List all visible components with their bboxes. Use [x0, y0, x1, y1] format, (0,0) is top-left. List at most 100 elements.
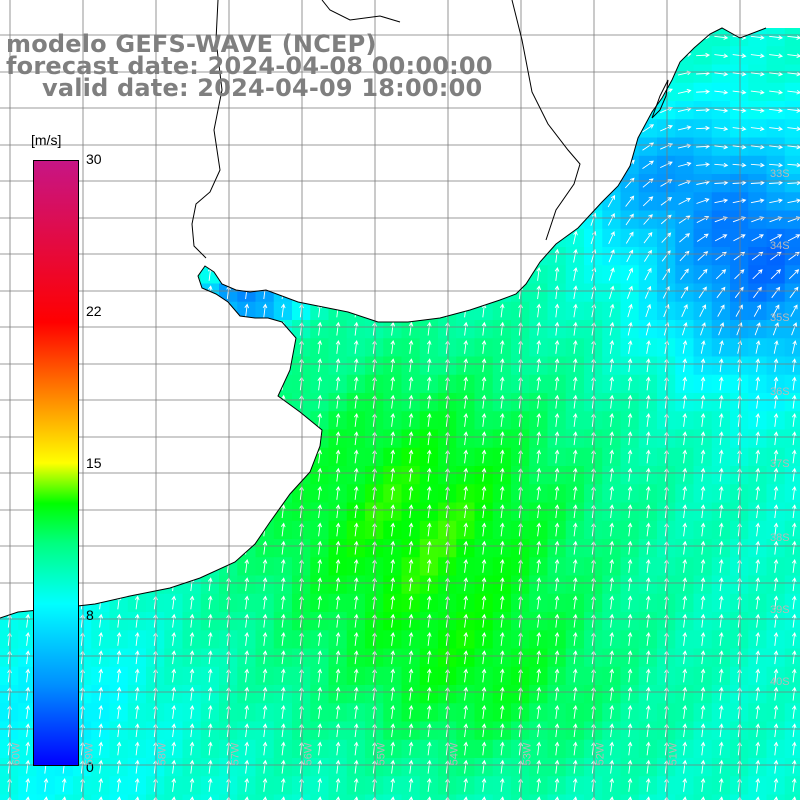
wind-arrow — [590, 230, 597, 245]
wind-speed-cell — [200, 502, 220, 522]
wind-arrow — [696, 233, 709, 242]
wind-speed-cell — [109, 520, 129, 540]
wind-arrow — [299, 449, 304, 464]
wind-arrow — [481, 376, 487, 391]
wind-arrow — [299, 139, 304, 154]
wind-arrow — [408, 485, 414, 500]
wind-speed-cell — [456, 137, 476, 157]
wind-speed-cell — [784, 466, 800, 485]
wind-arrow — [572, 66, 578, 81]
wind-arrow — [25, 704, 31, 719]
wind-speed-cell — [401, 247, 421, 266]
wind-arrow — [572, 139, 578, 154]
wind-arrow — [518, 193, 523, 208]
wind-arrow — [25, 595, 31, 610]
wind-arrow — [317, 613, 323, 628]
wind-arrow — [116, 358, 122, 373]
wind-speed-cell — [383, 192, 403, 212]
wind-arrow — [171, 741, 177, 756]
wind-arrow — [772, 304, 780, 317]
wind-speed-cell — [237, 210, 257, 230]
wind-arrow — [645, 303, 652, 318]
wind-arrow — [372, 120, 377, 135]
wind-arrow — [25, 157, 31, 172]
wind-arrow — [408, 686, 414, 701]
wind-speed-cell — [164, 502, 184, 522]
wind-arrow — [791, 449, 797, 464]
wind-arrow — [554, 29, 560, 44]
wind-speed-cell — [127, 447, 147, 467]
wind-arrow — [153, 120, 158, 135]
wind-arrow — [207, 303, 213, 318]
wind-speed-cell — [511, 46, 530, 66]
wind-arrow — [463, 248, 469, 263]
wind-arrow — [189, 485, 195, 500]
wind-arrow — [116, 102, 122, 117]
wind-arrow — [773, 668, 779, 683]
wind-arrow — [98, 285, 104, 300]
wind-speed-cell — [127, 155, 147, 175]
wind-arrow — [536, 613, 542, 628]
wind-arrow — [80, 193, 85, 208]
wind-arrow — [171, 358, 177, 373]
wind-arrow — [645, 522, 651, 537]
wind-arrow — [463, 175, 469, 190]
wind-arrow — [134, 412, 140, 427]
wind-speed-cell — [438, 265, 457, 285]
wind-arrow — [642, 69, 655, 78]
wind-arrow — [262, 321, 268, 336]
wind-arrow — [207, 686, 213, 701]
wind-arrow — [682, 613, 688, 628]
wind-speed-cell — [255, 429, 275, 449]
wind-arrow — [153, 102, 158, 117]
wind-arrow — [244, 759, 250, 774]
wind-speed-cell — [292, 210, 311, 230]
wind-arrow — [207, 540, 213, 555]
wind-arrow — [262, 248, 268, 263]
wind-arrow — [536, 66, 542, 81]
wind-arrow — [607, 140, 616, 153]
wind-speed-cell — [511, 155, 530, 175]
wind-speed-cell — [73, 119, 92, 139]
wind-speed-cell — [419, 174, 439, 193]
wind-arrow — [609, 723, 615, 738]
wind-arrow — [697, 268, 708, 280]
wind-arrow — [7, 540, 12, 555]
wind-arrow — [116, 230, 122, 245]
wind-speed-cell — [784, 484, 800, 504]
wind-arrow — [755, 650, 761, 665]
wind-arrow — [372, 102, 377, 117]
wind-arrow — [536, 431, 542, 446]
wind-arrow — [207, 412, 213, 427]
wind-arrow — [609, 522, 615, 537]
wind-arrow — [207, 485, 213, 500]
wind-speed-cell — [182, 484, 202, 504]
wind-speed-cell — [365, 301, 384, 321]
wind-arrow — [589, 158, 597, 171]
wind-arrow — [572, 522, 578, 537]
wind-arrow — [335, 358, 341, 373]
wind-arrow — [627, 449, 633, 464]
wind-arrow — [317, 321, 323, 336]
wind-speed-cell — [438, 101, 457, 120]
wind-arrow — [353, 394, 359, 409]
wind-arrow — [353, 175, 359, 190]
wind-arrow — [207, 558, 213, 573]
wind-speed-cell — [784, 356, 800, 376]
wind-speed-cell — [237, 265, 257, 285]
wind-speed-cell — [219, 265, 238, 285]
wind-speed-cell — [273, 210, 293, 230]
wind-arrow — [700, 668, 706, 683]
wind-speed-cell — [602, 155, 622, 175]
wind-speed-cell — [127, 429, 147, 449]
wind-speed-cell — [547, 46, 567, 66]
wind-speed-cell — [383, 283, 403, 303]
wind-arrow — [317, 266, 323, 281]
wind-speed-cell — [182, 374, 202, 394]
wind-arrow — [262, 303, 268, 318]
wind-speed-cell — [784, 776, 800, 796]
wind-arrow — [244, 686, 250, 701]
wind-speed-cell — [219, 411, 238, 431]
wind-arrow — [335, 668, 341, 683]
wind-speed-cell — [255, 265, 275, 285]
